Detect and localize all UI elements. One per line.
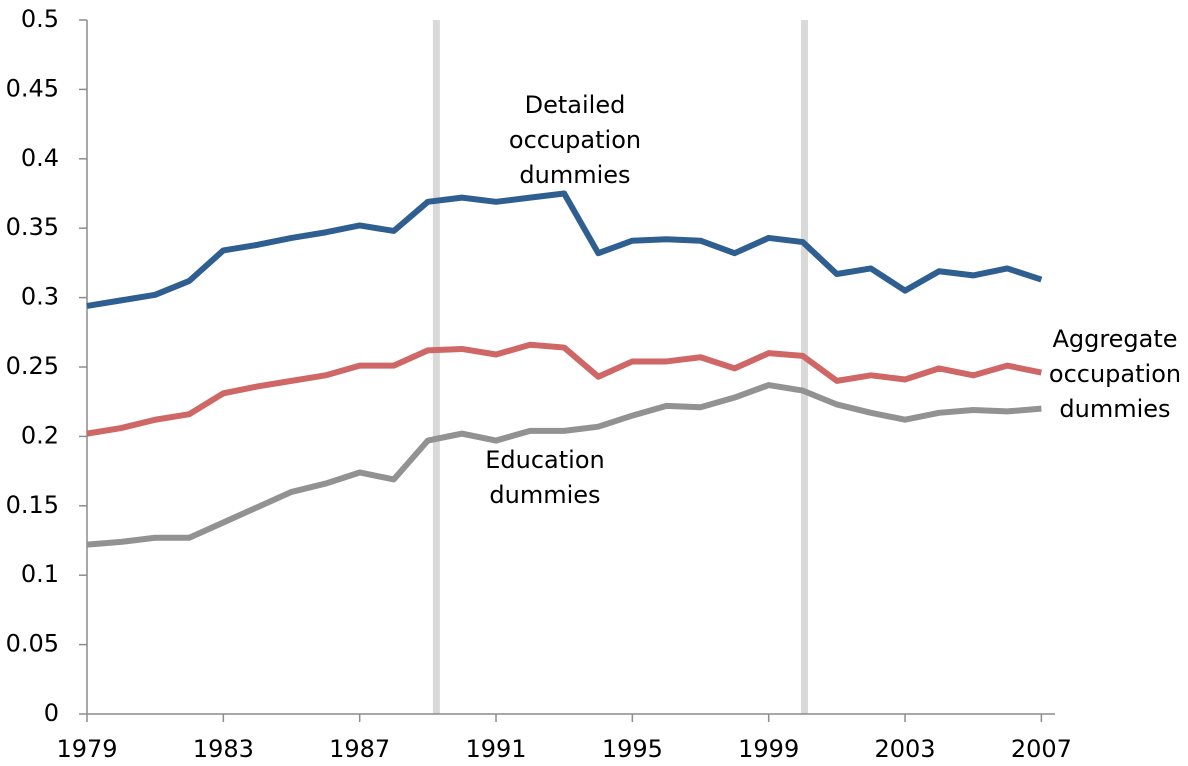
y-tick-label: 0.5 [21,5,59,33]
y-tick-label: 0.15 [6,491,59,519]
x-tick-label: 1983 [193,735,254,763]
series-label: Education dummies [485,446,605,509]
y-tick-label: 0.05 [6,630,59,658]
series-line [86,190,1043,309]
y-tick-label: 0.45 [6,74,59,102]
y-tick-label: 0.1 [21,560,59,588]
series-line [86,382,1042,548]
series-label: Detailed occupation dummies [508,91,642,189]
x-tick-label: 1979 [56,735,117,763]
x-tick-label: 1987 [329,735,390,763]
x-tick-label: 1991 [465,735,526,763]
y-tick-label: 0.35 [6,213,59,241]
x-tick-label: 1999 [738,735,799,763]
y-tick-label: 0.3 [21,283,59,311]
y-tick-label: 0.2 [21,421,59,449]
series-line [86,341,1042,437]
x-tick-label: 1995 [602,735,663,763]
y-tick-label: 0 [44,699,59,727]
y-tick-label: 0.25 [6,352,59,380]
x-tick-label: 2007 [1011,735,1072,763]
series-label: Aggregate occupation dummies [1048,325,1182,423]
x-tick-label: 2003 [874,735,935,763]
y-tick-label: 0.4 [21,144,59,172]
